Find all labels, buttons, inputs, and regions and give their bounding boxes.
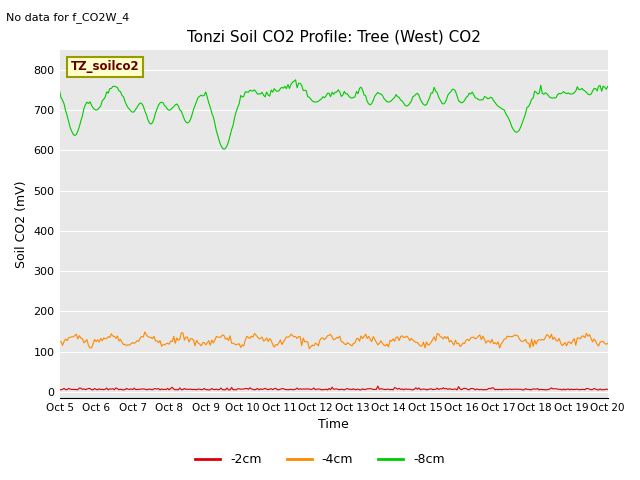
X-axis label: Time: Time — [318, 419, 349, 432]
Text: TZ_soilco2: TZ_soilco2 — [70, 60, 139, 73]
Legend: -2cm, -4cm, -8cm: -2cm, -4cm, -8cm — [190, 448, 450, 471]
Text: No data for f_CO2W_4: No data for f_CO2W_4 — [6, 12, 130, 23]
Y-axis label: Soil CO2 (mV): Soil CO2 (mV) — [15, 180, 28, 268]
Title: Tonzi Soil CO2 Profile: Tree (West) CO2: Tonzi Soil CO2 Profile: Tree (West) CO2 — [187, 29, 481, 44]
